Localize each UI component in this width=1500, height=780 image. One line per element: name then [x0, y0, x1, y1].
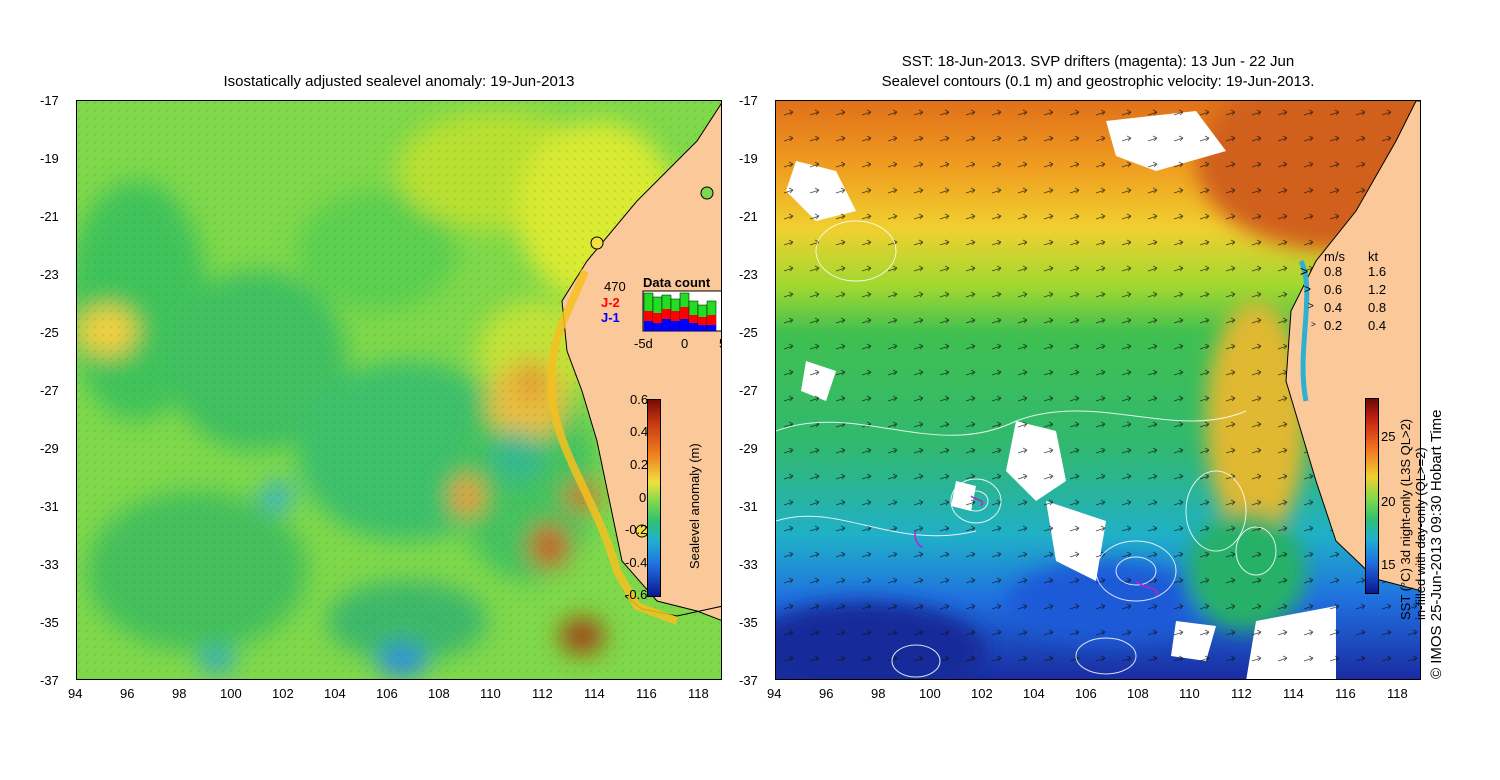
left-cb-tick-0: 0.6: [630, 392, 649, 407]
speed-row-kt: 1.2: [1368, 282, 1387, 297]
left-cb-tick-6: -0.6: [625, 587, 648, 602]
left-x-tick: 118: [688, 686, 709, 701]
sst-cb-tick: 20: [1381, 494, 1396, 509]
right-x-tick: 116: [1335, 686, 1356, 701]
left-x-tick: 114: [584, 686, 605, 701]
left-cb-tick-3: 0: [639, 490, 647, 505]
left-colorbar-label: Sealevel anomaly (m): [687, 443, 702, 569]
left-x-tick: 102: [272, 686, 294, 701]
right-x-tick: 102: [971, 686, 993, 701]
sst-colorbar-label-2: in-filled with day-only (QL>=2): [1413, 447, 1428, 620]
left-x-tick: 96: [120, 686, 135, 701]
sst-colorbar-label-1: SST (°C) 3d night-only (L3S QL>2): [1398, 418, 1413, 620]
left-y-tick: -35: [40, 615, 59, 630]
right-x-tick: 104: [1023, 686, 1045, 701]
sst-cb-tick: 15: [1381, 557, 1396, 572]
data-count-axis-start: -5d: [634, 336, 653, 351]
speed-row-ms: 0.2: [1324, 318, 1343, 333]
speed-row-ms: 0.6: [1324, 282, 1343, 297]
left-y-tick: -37: [40, 673, 59, 688]
speed-row-kt: 0.4: [1368, 318, 1387, 333]
right-y-tick: -21: [739, 209, 758, 224]
imos-credit: © IMOS 25-Jun-2013 09:30 Hobart Time: [1428, 409, 1445, 679]
right-y-tick: -27: [739, 383, 758, 398]
left-x-tick: 100: [220, 686, 242, 701]
left-x-tick: 112: [532, 686, 553, 701]
sst-map[interactable]: m/s kt > 0.8 1.6 > 0.6 1.2 > 0.4 0.8 > 0…: [775, 100, 1421, 680]
sst-cb-tick: 25: [1381, 429, 1396, 444]
right-x-tick: 96: [819, 686, 834, 701]
left-y-tick: -25: [40, 325, 59, 340]
data-count-series-j1: J-1: [601, 310, 620, 325]
left-cb-tick-5: -0.4: [625, 555, 648, 570]
right-title-line2: Sealevel contours (0.1 m) and geostrophi…: [881, 73, 1315, 90]
left-x-tick: 108: [428, 686, 450, 701]
left-y-tick: -23: [40, 267, 59, 282]
right-x-tick: 106: [1075, 686, 1097, 701]
sealevel-field: [77, 101, 721, 679]
left-y-tick: -31: [40, 499, 59, 514]
right-y-tick: -31: [739, 499, 758, 514]
right-y-tick: -23: [739, 267, 758, 282]
sealevel-contours: [776, 220, 1277, 678]
land-western-australia: [561, 103, 721, 621]
data-count-total: 470: [604, 279, 626, 294]
right-x-tick: 114: [1283, 686, 1304, 701]
right-y-tick: -17: [739, 93, 758, 108]
right-x-tick: 112: [1231, 686, 1252, 701]
sst-colorbar: [1365, 398, 1379, 594]
data-count-series-j2: J-2: [601, 295, 620, 310]
left-y-tick: -29: [40, 441, 59, 456]
left-title: Isostatically adjusted sealevel anomaly:…: [223, 73, 575, 90]
right-x-tick: 108: [1127, 686, 1149, 701]
left-x-tick: 116: [636, 686, 657, 701]
data-count-axis-end: 5: [719, 336, 721, 351]
left-y-tick: -21: [40, 209, 59, 224]
speed-arrow-icon: >: [1304, 282, 1312, 296]
left-x-tick: 110: [480, 686, 501, 701]
right-x-tick: 94: [767, 686, 782, 701]
right-y-tick: -37: [739, 673, 758, 688]
left-x-tick: 106: [376, 686, 398, 701]
right-x-tick: 110: [1179, 686, 1200, 701]
speed-arrow-icon: >: [1311, 320, 1316, 329]
right-x-tick: 98: [871, 686, 886, 701]
left-cb-tick-1: 0.4: [630, 424, 649, 439]
left-y-tick: -19: [40, 151, 59, 166]
speed-row-ms: 0.8: [1324, 264, 1343, 279]
speed-row-kt: 1.6: [1368, 264, 1387, 279]
sst-field: [776, 101, 1420, 679]
sealevel-anomaly-map[interactable]: 470 Data count J-2 J-1: [76, 100, 722, 680]
left-x-tick: 94: [68, 686, 83, 701]
left-cb-tick-4: -0.2: [625, 522, 648, 537]
speed-legend-header-kt: kt: [1368, 249, 1379, 264]
right-y-tick: -19: [739, 151, 758, 166]
left-x-tick: 104: [324, 686, 346, 701]
svp-drifter-tracks: [914, 495, 1158, 597]
speed-arrow-icon: >: [1300, 263, 1309, 279]
left-y-tick: -27: [40, 383, 59, 398]
left-colorbar: [647, 399, 661, 597]
right-title-line1: SST: 18-Jun-2013. SVP drifters (magenta)…: [901, 53, 1295, 70]
left-cb-tick-2: 0.2: [630, 457, 649, 472]
right-y-tick: -35: [739, 615, 758, 630]
left-y-tick: -17: [40, 93, 59, 108]
right-x-tick: 100: [919, 686, 941, 701]
right-y-tick: -29: [739, 441, 758, 456]
speed-row-kt: 0.8: [1368, 300, 1387, 315]
left-x-tick: 98: [172, 686, 187, 701]
data-count-axis-mid: 0: [681, 336, 689, 351]
right-y-tick: -33: [739, 557, 758, 572]
speed-row-ms: 0.4: [1324, 300, 1343, 315]
data-count-title: Data count: [643, 275, 711, 290]
right-x-tick: 118: [1387, 686, 1408, 701]
speed-legend-header-ms: m/s: [1324, 249, 1345, 264]
left-y-tick: -33: [40, 557, 59, 572]
speed-arrow-icon: >: [1308, 301, 1314, 312]
right-y-tick: -25: [739, 325, 758, 340]
